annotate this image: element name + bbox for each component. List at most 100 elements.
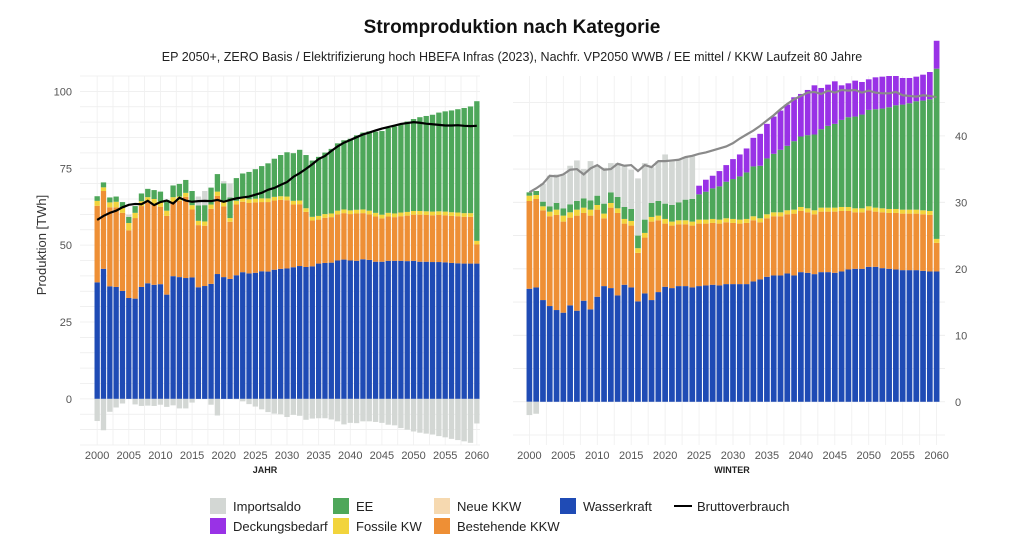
bar-wasserkraft-2016 <box>635 301 641 402</box>
bar-wasserkraft-2015 <box>628 287 635 402</box>
legend-label-ee: EE <box>356 499 374 514</box>
bar-deckungsbedarf-2027 <box>709 175 716 189</box>
bar-importsaldo-2056 <box>448 398 455 439</box>
bar-bestehende-kkw-2021 <box>227 221 233 279</box>
bar-wasserkraft-2010 <box>594 296 601 402</box>
bar-fossile-kw-2060 <box>933 238 940 243</box>
bar-importsaldo-2039 <box>341 398 347 425</box>
bar-fossile-kw-2033 <box>303 208 309 212</box>
bar-ee-2008 <box>145 188 151 198</box>
bar-importsaldo-2011 <box>601 167 607 204</box>
bar-importsaldo-2055 <box>442 398 448 438</box>
bar-ee-2029 <box>278 155 284 197</box>
bar-ee-2019 <box>655 200 662 216</box>
bar-fossile-kw-2005 <box>560 215 567 222</box>
bar-importsaldo-2026 <box>259 398 265 410</box>
bar-wasserkraft-2027 <box>265 271 271 399</box>
bar-importsaldo-2025 <box>252 398 259 407</box>
bar-importsaldo-2054 <box>436 398 442 437</box>
bar-bestehende-kkw-2043 <box>818 211 825 273</box>
bar-wasserkraft-2003 <box>113 286 119 399</box>
bar-ee-2039 <box>341 140 347 210</box>
bar-wasserkraft-2020 <box>221 277 227 399</box>
legend-key-wasserkraft <box>560 498 576 514</box>
bar-deckungsbedarf-2026 <box>703 179 709 192</box>
bar-ee-2002 <box>107 197 113 203</box>
bar-importsaldo-2018 <box>208 398 214 405</box>
bar-fossile-kw-2035 <box>764 214 770 219</box>
bar-deckungsbedarf-2053 <box>886 76 892 108</box>
bar-ee-2043 <box>818 129 825 208</box>
bar-deckungsbedarf-2028 <box>716 171 723 187</box>
bar-wasserkraft-2031 <box>290 267 296 399</box>
bar-ee-2035 <box>315 156 322 216</box>
bar-importsaldo-2035 <box>315 398 322 419</box>
bar-deckungsbedarf-2059 <box>926 72 933 100</box>
bar-fossile-kw-2019 <box>655 215 662 221</box>
bar-bestehende-kkw-2017 <box>202 225 208 287</box>
bar-importsaldo-2001 <box>533 401 540 414</box>
x-tick-label: 2015 <box>180 450 204 462</box>
bar-bestehende-kkw-2017 <box>641 237 648 294</box>
bar-ee-2049 <box>859 114 865 209</box>
bar-ee-2045 <box>831 123 838 208</box>
bar-ee-2057 <box>455 109 461 213</box>
bar-bestehende-kkw-2050 <box>865 210 872 267</box>
bar-deckungsbedarf-2042 <box>811 85 818 135</box>
bar-bestehende-kkw-2056 <box>906 213 913 271</box>
bar-fossile-kw-2052 <box>879 208 886 213</box>
bar-deckungsbedarf-2033 <box>750 137 757 167</box>
bar-fossile-kw-2014 <box>183 192 189 197</box>
bar-fossile-kw-2054 <box>436 211 442 215</box>
bar-ee-2036 <box>322 152 328 215</box>
bar-wasserkraft-2038 <box>334 260 341 399</box>
bar-bestehende-kkw-2031 <box>290 204 296 268</box>
bar-fossile-kw-2040 <box>347 210 353 215</box>
bar-wasserkraft-2009 <box>587 309 594 402</box>
bar-ee-2009 <box>587 200 594 210</box>
bar-wasserkraft-2019 <box>655 292 662 402</box>
bar-wasserkraft-2022 <box>233 275 240 399</box>
bar-bestehende-kkw-2035 <box>764 218 770 277</box>
bar-bestehende-kkw-2044 <box>825 211 831 273</box>
bar-fossile-kw-2011 <box>164 210 170 216</box>
bar-ee-2039 <box>791 141 797 210</box>
bar-importsaldo-2013 <box>176 398 183 409</box>
bar-deckungsbedarf-2025 <box>696 185 702 195</box>
bar-ee-2018 <box>648 202 655 217</box>
bar-bestehende-kkw-2049 <box>404 215 410 262</box>
bar-fossile-kw-2009 <box>151 199 157 205</box>
bar-fossile-kw-2044 <box>372 212 379 217</box>
bar-fossile-kw-2013 <box>614 208 621 213</box>
bar-ee-2056 <box>906 103 913 210</box>
bar-deckungsbedarf-2039 <box>791 97 797 142</box>
bar-deckungsbedarf-2041 <box>804 89 811 136</box>
bar-ee-2035 <box>764 158 770 215</box>
bar-ee-2015 <box>189 191 195 206</box>
bar-fossile-kw-2026 <box>703 219 709 224</box>
bar-wasserkraft-2052 <box>879 268 886 402</box>
bar-wasserkraft-2006 <box>132 298 138 399</box>
bar-deckungsbedarf-2050 <box>865 79 872 110</box>
bar-ee-2036 <box>770 153 777 213</box>
bar-bestehende-kkw-2008 <box>145 202 151 284</box>
bar-ee-2042 <box>360 132 366 210</box>
bar-fossile-kw-2028 <box>716 219 723 224</box>
bar-ee-2041 <box>804 135 811 209</box>
bar-wasserkraft-2030 <box>730 284 736 402</box>
bar-ee-2057 <box>913 101 920 210</box>
bar-ee-2032 <box>297 149 303 201</box>
bar-fossile-kw-2058 <box>920 210 926 215</box>
bar-bestehende-kkw-2007 <box>138 206 145 287</box>
bar-fossile-kw-2024 <box>246 199 252 203</box>
bar-wasserkraft-2026 <box>259 271 265 399</box>
bar-fossile-kw-2014 <box>621 218 628 224</box>
bar-bestehende-kkw-2031 <box>736 223 743 285</box>
bar-ee-2022 <box>675 202 682 221</box>
x-tick-label: 2055 <box>433 450 457 462</box>
bar-fossile-kw-2052 <box>423 211 429 215</box>
bar-fossile-kw-2057 <box>455 212 461 217</box>
bar-importsaldo-2000 <box>94 398 100 422</box>
bar-importsaldo-2009 <box>587 161 594 201</box>
bar-wasserkraft-2054 <box>893 269 899 402</box>
